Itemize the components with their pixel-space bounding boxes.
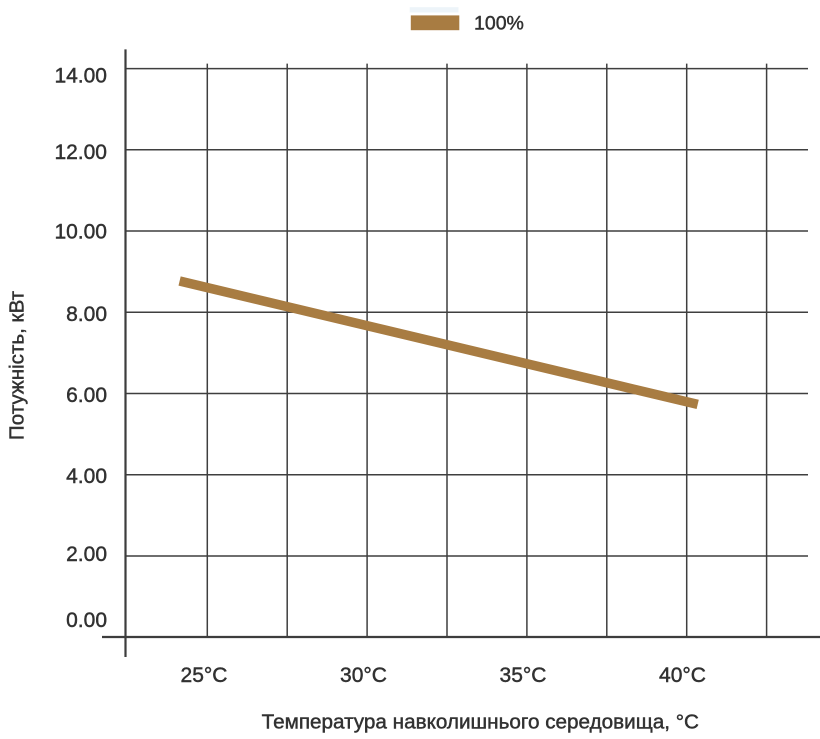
svg-text:25°C: 25°C xyxy=(181,664,228,687)
svg-text:8.00: 8.00 xyxy=(66,303,107,326)
svg-text:12.00: 12.00 xyxy=(54,141,107,164)
svg-text:35°C: 35°C xyxy=(500,664,547,687)
svg-text:30°C: 30°C xyxy=(340,664,387,687)
svg-text:4.00: 4.00 xyxy=(66,465,107,488)
svg-text:6.00: 6.00 xyxy=(66,384,107,407)
svg-text:2.00: 2.00 xyxy=(66,543,107,566)
svg-text:0.00: 0.00 xyxy=(66,609,107,632)
svg-text:10.00: 10.00 xyxy=(54,221,107,244)
svg-text:Температура навколишнього сере: Температура навколишнього середовища, °C xyxy=(262,711,699,734)
svg-text:100%: 100% xyxy=(474,13,524,35)
svg-text:Потужність, кВт: Потужність, кВт xyxy=(5,290,28,440)
svg-text:14.00: 14.00 xyxy=(54,65,107,88)
svg-text:40°C: 40°C xyxy=(659,664,706,687)
